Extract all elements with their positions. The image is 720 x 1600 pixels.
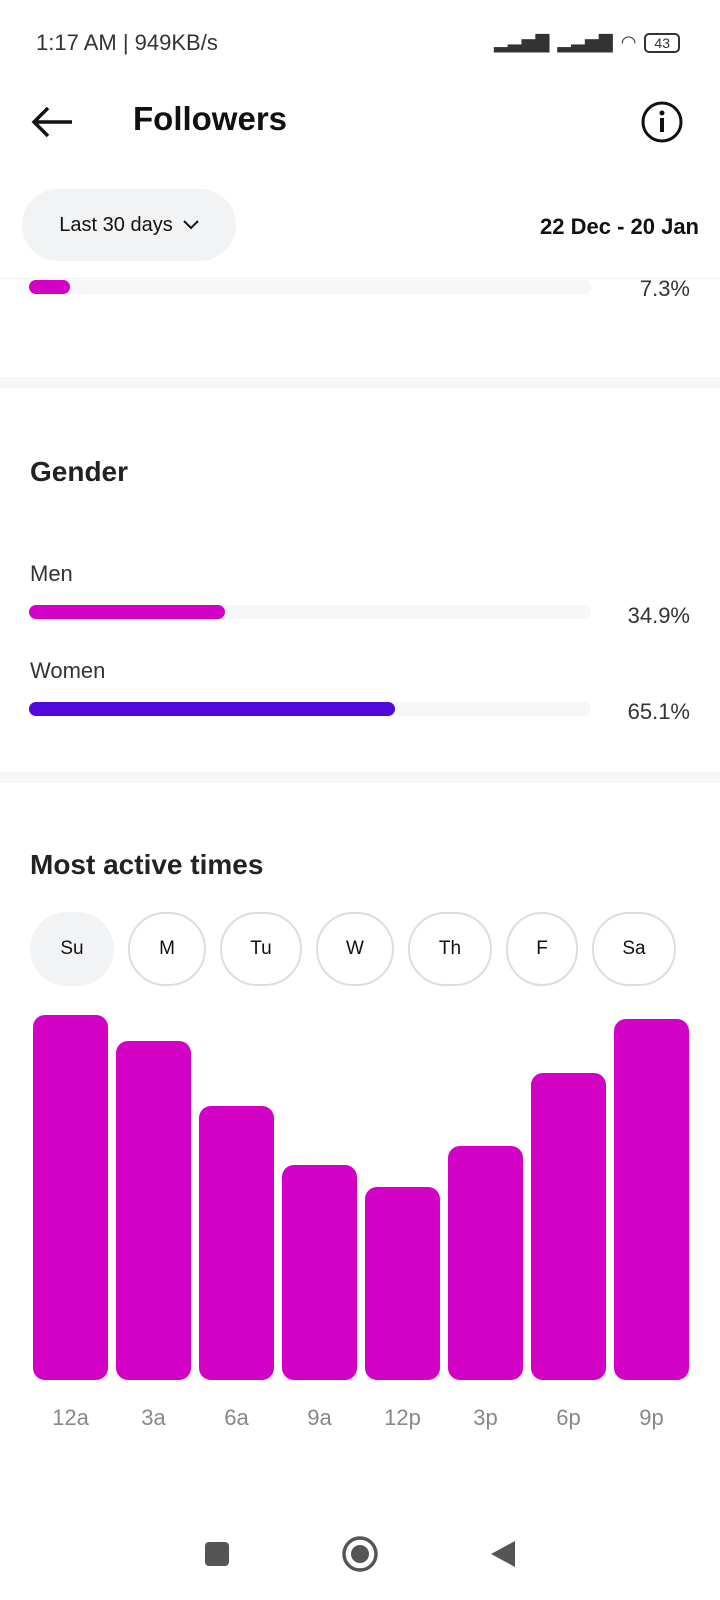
x-axis-label: 3a [141, 1405, 166, 1430]
day-tab-w[interactable]: W [316, 912, 394, 986]
date-range-label: Last 30 days [59, 213, 173, 236]
date-range-text: 22 Dec - 20 Jan [540, 214, 699, 239]
recents-icon[interactable] [203, 1540, 231, 1568]
chart-bar-6a[interactable] [199, 1106, 274, 1380]
previous-progress-bar [29, 280, 591, 294]
status-bar-time: 1:17 AM | 949KB/s [36, 30, 218, 55]
chart-bar-3p[interactable] [448, 1146, 523, 1380]
day-tab-sa[interactable]: Sa [592, 912, 676, 986]
x-axis-label: 9p [639, 1405, 664, 1430]
signal-icon: ▂▃▅▇ [557, 32, 613, 52]
section-divider [0, 772, 720, 783]
chart-bar-6p[interactable] [531, 1073, 606, 1380]
day-selector: Su M Tu W Th F Sa [30, 912, 676, 986]
wifi-icon: ◠ [620, 32, 637, 52]
men-progress-bar [29, 605, 591, 619]
status-icons: ▂▃▅▇ ▂▃▅▇ ◠ 43 [494, 32, 680, 53]
women-progress-bar [29, 702, 591, 716]
chart-bar-12a[interactable] [33, 1015, 108, 1380]
day-tab-su[interactable]: Su [30, 912, 114, 986]
chart-bar-9p[interactable] [614, 1018, 689, 1380]
x-axis-label: 9a [307, 1405, 332, 1430]
chart-bar-9a[interactable] [282, 1164, 357, 1380]
gender-label-men: Men [30, 561, 73, 586]
page-title: Followers [133, 100, 288, 137]
date-range-dropdown[interactable]: Last 30 days [22, 189, 236, 261]
previous-percent: 7.3% [639, 276, 690, 301]
back-arrow-icon[interactable] [28, 100, 76, 144]
x-axis-label: 12p [384, 1405, 421, 1430]
home-icon[interactable] [341, 1535, 379, 1573]
battery-icon: 43 [644, 32, 680, 53]
x-axis-label: 3p [473, 1405, 498, 1430]
women-percent: 65.1% [627, 699, 690, 724]
day-tab-m[interactable]: M [128, 912, 206, 986]
chart-bar-12p[interactable] [365, 1186, 440, 1380]
x-axis-label: 12a [52, 1405, 89, 1430]
day-tab-f[interactable]: F [506, 912, 578, 986]
back-nav-icon[interactable] [489, 1539, 517, 1569]
gender-title: Gender [30, 456, 129, 487]
section-divider [0, 377, 720, 388]
chart-bar-3a[interactable] [116, 1040, 191, 1380]
signal-icon: ▂▃▅▇ [493, 32, 550, 52]
men-percent: 34.9% [627, 603, 690, 628]
active-times-chart [30, 990, 690, 1380]
x-axis-label: 6p [556, 1405, 581, 1430]
day-tab-tu[interactable]: Tu [220, 912, 302, 986]
navigation-bar [0, 1535, 720, 1573]
gender-label-women: Women [30, 658, 106, 683]
day-tab-th[interactable]: Th [408, 912, 492, 986]
x-axis-label: 6a [224, 1405, 249, 1430]
chevron-down-icon [182, 220, 199, 230]
info-icon[interactable] [640, 100, 684, 144]
active-times-title: Most active times [30, 849, 264, 880]
